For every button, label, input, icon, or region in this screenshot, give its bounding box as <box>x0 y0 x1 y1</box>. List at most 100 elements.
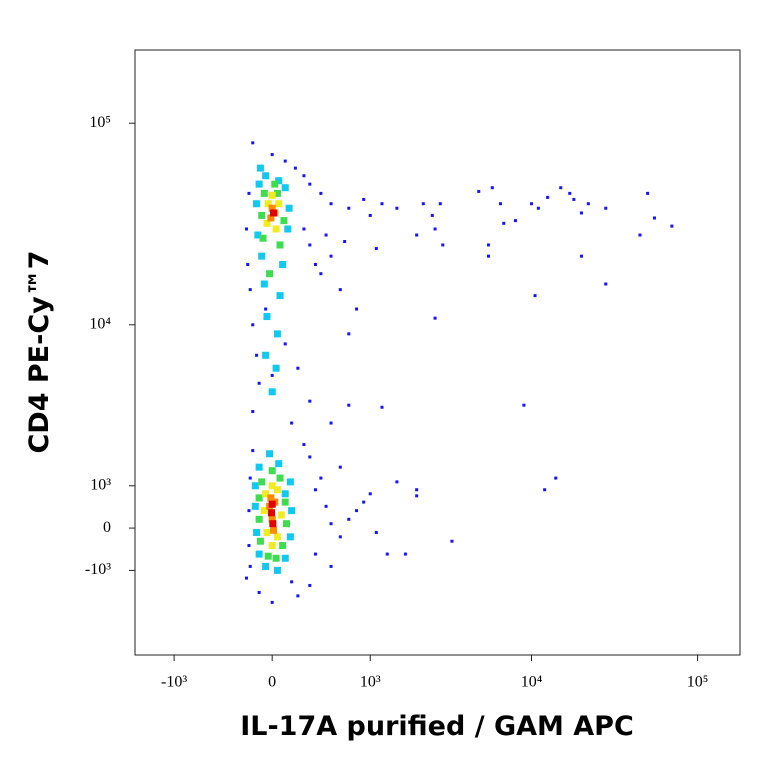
event-point <box>313 552 317 556</box>
event-point <box>268 388 276 396</box>
event-point <box>267 494 275 502</box>
event-point <box>262 172 270 180</box>
event-point <box>433 227 437 231</box>
event-point <box>257 590 261 594</box>
event-point <box>258 211 266 219</box>
x-tick-label: 10⁵ <box>687 674 709 691</box>
event-point <box>251 502 259 510</box>
event-point <box>255 550 263 558</box>
event-point <box>487 254 491 258</box>
event-point <box>264 552 272 560</box>
event-point <box>269 209 277 217</box>
event-point <box>415 488 419 492</box>
event-point <box>286 533 294 541</box>
event-point <box>329 564 333 568</box>
event-point <box>273 566 281 574</box>
event-point <box>272 364 280 372</box>
event-point <box>646 191 650 195</box>
event-point <box>251 323 255 327</box>
event-point <box>268 191 276 199</box>
event-point <box>264 200 272 208</box>
event-point <box>293 166 297 170</box>
event-point <box>290 580 294 584</box>
event-point <box>279 260 287 268</box>
event-point <box>270 373 274 377</box>
event-point <box>275 200 283 208</box>
event-point <box>267 214 275 222</box>
event-point <box>268 500 276 508</box>
event-point <box>272 554 280 562</box>
y-axis-title: CD4 PE-Cy™7 <box>24 250 55 453</box>
event-point <box>256 537 264 545</box>
event-point <box>302 174 306 178</box>
event-point <box>604 206 608 210</box>
event-point <box>308 182 312 186</box>
event-point <box>395 480 399 484</box>
event-point <box>263 313 271 321</box>
event-point <box>263 219 271 227</box>
event-point <box>256 164 264 172</box>
event-point <box>319 191 323 195</box>
event-point <box>280 217 288 225</box>
event-point <box>260 189 268 197</box>
y-tick-label: 0 <box>103 519 111 536</box>
event-point <box>268 509 276 517</box>
event-point <box>490 186 494 190</box>
plot-frame <box>134 49 741 656</box>
event-point <box>554 476 558 480</box>
event-point <box>281 498 289 506</box>
event-point <box>255 515 263 523</box>
event-point <box>246 262 250 266</box>
event-point <box>276 292 284 300</box>
event-point <box>546 195 550 199</box>
event-point <box>586 202 590 206</box>
event-point <box>262 562 270 570</box>
event-point <box>343 240 347 244</box>
event-point <box>260 280 268 288</box>
y-tick-label: 10⁵ <box>89 114 111 131</box>
event-point <box>308 455 312 459</box>
event-point <box>302 443 306 447</box>
event-point <box>255 353 259 357</box>
event-point <box>522 403 526 407</box>
event-point <box>251 410 255 414</box>
event-point <box>638 233 642 237</box>
y-tick-label: 10⁴ <box>89 315 111 332</box>
event-point <box>281 490 289 498</box>
event-point <box>302 227 306 231</box>
event-point <box>281 184 289 192</box>
event-point <box>347 206 351 210</box>
event-point <box>579 254 583 258</box>
event-point <box>308 399 312 403</box>
event-point <box>263 528 271 536</box>
event-point <box>275 460 283 468</box>
event-point <box>338 465 342 469</box>
event-point <box>266 270 274 278</box>
event-point <box>347 517 351 521</box>
y-tick-label: 10³ <box>90 476 111 493</box>
event-point <box>247 509 251 513</box>
event-point <box>430 213 434 217</box>
event-point <box>347 332 351 336</box>
event-point <box>247 191 251 195</box>
event-point <box>253 200 261 208</box>
event-point <box>362 500 366 504</box>
event-point <box>329 202 333 206</box>
event-point <box>374 530 378 534</box>
event-point <box>288 507 296 515</box>
event-point <box>248 476 252 480</box>
event-point <box>499 202 503 206</box>
event-point <box>255 180 263 188</box>
event-point <box>559 186 563 190</box>
event-point <box>324 504 328 508</box>
event-point <box>258 252 266 260</box>
event-point <box>438 202 442 206</box>
event-point <box>279 542 287 550</box>
event-point <box>281 554 289 562</box>
event-point <box>536 206 540 210</box>
event-point <box>385 552 389 556</box>
event-point <box>273 533 281 541</box>
event-point <box>270 600 274 604</box>
event-point <box>269 526 277 534</box>
